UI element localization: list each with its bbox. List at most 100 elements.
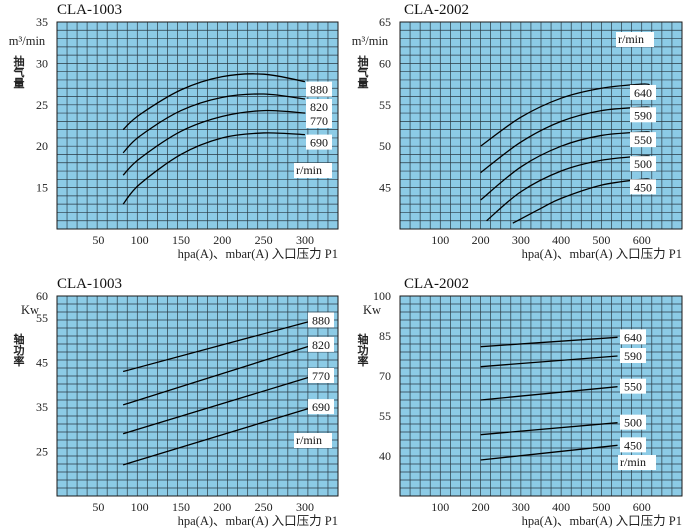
y-tick-label: 25 [36,445,48,459]
series-label-box [630,179,656,195]
y-axis-label: 抽气量 [12,54,26,88]
series-label-820: 820 [312,338,330,352]
y-tick-label: 50 [379,139,391,153]
x-tick-label: 100 [431,500,449,514]
x-tick-label: 50 [92,500,104,514]
series-label-box [308,368,334,383]
y-tick-label: 85 [379,329,391,343]
y-tick-label: 55 [379,409,391,423]
series-label-500: 500 [624,416,642,430]
y-tick-label: 55 [379,98,391,112]
y-tick-label: 55 [36,311,48,325]
x-tick-label: 200 [472,500,490,514]
chart-title: CLA-1003 [57,276,122,292]
y-axis-label: 轴功率 [356,332,369,367]
y-tick-label: 70 [379,369,391,383]
unit-label: r/min [296,433,322,447]
x-tick-label: 400 [552,500,570,514]
series-label-880: 880 [310,83,328,97]
series-label-770: 770 [310,114,328,128]
series-label-box [306,81,332,97]
series-label-590: 590 [634,108,652,122]
x-tick-label: 500 [592,233,610,247]
y-tick-label: 100 [373,289,391,303]
x-tick-label: 200 [213,500,231,514]
series-label-box [620,329,646,345]
plot-frame [56,295,339,497]
series-line-450 [480,444,618,461]
chart-title: CLA-1003 [57,2,122,18]
series-label-box [308,336,334,352]
y-axis-unit: Kw [363,303,381,317]
series-label-box [620,348,646,363]
series-line-550 [480,131,650,201]
plot-frame [399,21,683,230]
series-label-690: 690 [310,136,328,150]
plot-frame [399,295,683,497]
series-line-880 [122,73,306,131]
series-line-590 [480,106,650,174]
series-line-450 [512,178,650,224]
series-label-550: 550 [634,133,652,147]
y-tick-label: 65 [379,15,391,29]
series-line-590 [480,355,618,368]
x-tick-label: 150 [172,233,190,247]
y-tick-label: 35 [36,15,48,29]
y-tick-label: 30 [36,56,48,70]
series-label-640: 640 [634,86,652,100]
y-axis-unit: m³/min [352,34,389,48]
y-tick-label: 60 [36,289,48,303]
x-tick-label: 300 [512,500,530,514]
series-label-box [308,312,334,328]
y-axis-label: 抽气量 [356,54,370,88]
unit-label: r/min [618,32,644,46]
y-tick-label: 45 [379,181,391,195]
x-axis-label: hpa(A)、mbar(A) 入口压力 P1 [522,514,682,528]
y-tick-label: 25 [36,98,48,112]
y-tick-label: 35 [36,400,48,414]
x-tick-label: 250 [255,500,273,514]
series-label-box [630,132,656,148]
x-tick-label: 400 [552,233,570,247]
y-tick-label: 40 [379,449,391,463]
unit-label: r/min [296,163,322,177]
series-line-880 [122,319,314,373]
x-tick-label: 300 [296,233,314,247]
series-label-box [620,414,646,430]
series-line-550 [480,386,618,401]
x-tick-label: 200 [213,233,231,247]
series-line-640 [480,336,618,348]
series-line-770 [122,109,305,176]
series-line-690 [122,132,305,205]
chart-title: CLA-2002 [404,276,469,292]
y-tick-label: 15 [36,181,48,195]
series-label-box [620,437,646,453]
x-tick-label: 300 [296,500,314,514]
series-label-590: 590 [624,349,642,363]
x-tick-label: 600 [633,233,651,247]
x-tick-label: 600 [633,500,651,514]
x-axis-label: hpa(A)、mbar(A) 入口压力 P1 [522,247,682,261]
unit-label-box [618,455,656,470]
y-axis-label: 轴功率 [12,332,25,367]
unit-label: r/min [620,455,646,469]
plot-frame [56,21,339,230]
chart-panel-1: CLA-1003 m³/min 抽气量 15 20 25 30 35 50 100 150 200 25… [9,2,339,261]
series-label-690: 690 [312,400,330,414]
chart-panel-3: CLA-1003 Kw 轴功率 25 35 45 55 60 50 100 150 200 250 300… [12,276,339,528]
x-tick-label: 100 [131,233,149,247]
series-label-box [306,134,332,150]
x-tick-label: 50 [92,233,104,247]
series-label-box [630,84,656,100]
y-axis-unit: Kw [21,303,39,317]
series-line-500 [480,422,618,436]
series-label-box [630,156,656,172]
series-label-500: 500 [634,157,652,171]
x-tick-label: 200 [472,233,490,247]
x-tick-label: 250 [255,233,273,247]
series-line-640 [480,83,650,147]
unit-label-box [294,163,332,178]
y-tick-label: 60 [379,56,391,70]
series-label-770: 770 [312,369,330,383]
